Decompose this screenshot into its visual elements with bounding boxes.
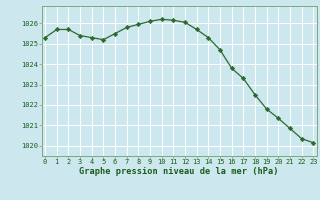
X-axis label: Graphe pression niveau de la mer (hPa): Graphe pression niveau de la mer (hPa) bbox=[79, 167, 279, 176]
